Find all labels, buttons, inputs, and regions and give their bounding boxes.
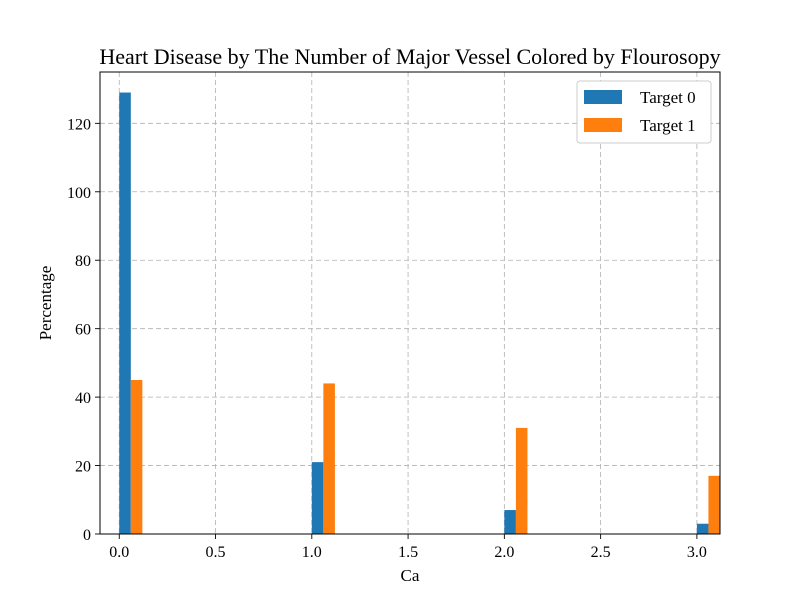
bar-target-1-0 — [130, 380, 143, 534]
plot-frame — [99, 71, 721, 535]
x-tick-label-3: 1.5 — [398, 544, 418, 561]
y-tick-label-1: 20 — [75, 459, 91, 476]
bar-target-1-3 — [708, 475, 720, 534]
legend-label-target-1: Target 1 — [640, 116, 696, 135]
bars — [119, 92, 720, 535]
grid-lines — [100, 72, 720, 535]
bar-target-1-1 — [323, 383, 335, 534]
bar-target-1-2 — [515, 427, 528, 534]
bar-target-0-2 — [504, 510, 516, 534]
x-tick-label-0: 0.0 — [109, 544, 129, 561]
x-tick-label-5: 2.5 — [591, 544, 611, 561]
x-tick-label-4: 2.0 — [494, 544, 514, 561]
y-axis-label: Percentage — [36, 266, 55, 341]
y-tick-label-4: 80 — [75, 253, 91, 270]
bar-target-0-0 — [119, 92, 131, 535]
legend: Target 0 Target 1 — [576, 80, 712, 144]
x-axis-label: Ca — [401, 566, 420, 585]
y-tick-label-3: 60 — [75, 322, 91, 339]
legend-swatch-target-0 — [584, 90, 622, 104]
legend-swatch-target-1 — [584, 118, 622, 132]
x-tick-label-6: 3.0 — [687, 544, 707, 561]
legend-label-target-0: Target 0 — [640, 88, 696, 107]
axis-ticks: 0.0 0.5 1.0 1.5 2.0 2.5 3.0 0 20 40 60 80 100 120 — [67, 116, 707, 561]
y-tick-label-6: 120 — [67, 116, 91, 133]
bar-target-0-1 — [311, 462, 324, 534]
y-tick-label-2: 40 — [75, 390, 91, 407]
chart-title: Heart Disease by The Number of Major Ves… — [99, 44, 720, 69]
x-tick-label-2: 1.0 — [302, 544, 322, 561]
y-tick-label-5: 100 — [67, 185, 91, 202]
x-tick-label-1: 0.5 — [206, 544, 226, 561]
y-tick-label-0: 0 — [83, 527, 91, 544]
bar-target-0-3 — [696, 523, 709, 534]
